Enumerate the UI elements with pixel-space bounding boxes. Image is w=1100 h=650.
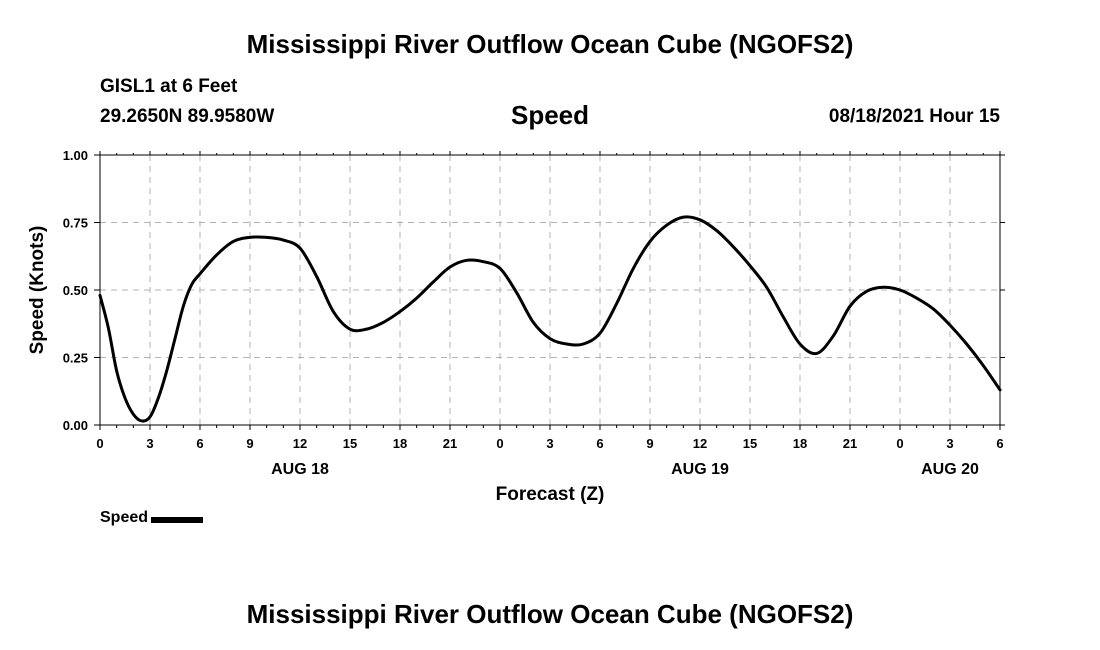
x-tick-label: 15 xyxy=(343,436,357,451)
x-tick-label: 12 xyxy=(693,436,707,451)
x-tick-label: 12 xyxy=(293,436,307,451)
x-tick-label: 9 xyxy=(246,436,253,451)
forecast-datetime: 08/18/2021 Hour 15 xyxy=(828,106,1000,127)
x-date-label: AUG 19 xyxy=(671,461,729,478)
x-tick-label: 9 xyxy=(646,436,653,451)
y-tick-label: 1.00 xyxy=(63,148,88,163)
station-coordinates: 29.2650N 89.9580W xyxy=(100,106,275,127)
station-label: GISL1 at 6 Feet xyxy=(100,76,238,97)
x-tick-label: 6 xyxy=(996,436,1003,451)
x-tick-label: 6 xyxy=(196,436,203,451)
x-tick-label: 0 xyxy=(96,436,103,451)
footer-title: Mississippi River Outflow Ocean Cube (NG… xyxy=(246,599,854,629)
x-tick-label: 3 xyxy=(546,436,553,451)
y-tick-label: 0.25 xyxy=(63,351,88,366)
x-tick-label: 21 xyxy=(443,436,457,451)
x-date-label: AUG 20 xyxy=(921,461,979,478)
y-tick-label: 0.00 xyxy=(63,418,88,433)
x-tick-label: 6 xyxy=(596,436,603,451)
legend-swatch xyxy=(151,517,204,523)
variable-title: Speed xyxy=(510,100,590,130)
y-tick-label: 0.50 xyxy=(63,283,88,298)
series-line-speed xyxy=(98,215,1002,423)
x-tick-label: 15 xyxy=(743,436,757,451)
x-date-label: AUG 18 xyxy=(271,461,329,478)
legend-label: Speed xyxy=(100,509,149,526)
x-tick-label: 0 xyxy=(496,436,503,451)
y-tick-label: 0.75 xyxy=(63,216,88,231)
x-tick-label: 18 xyxy=(393,436,407,451)
x-tick-label: 21 xyxy=(843,436,857,451)
x-tick-label: 3 xyxy=(946,436,953,451)
chart-title: Mississippi River Outflow Ocean Cube (NG… xyxy=(246,29,854,59)
x-tick-label: 18 xyxy=(793,436,807,451)
x-tick-label: 3 xyxy=(146,436,153,451)
x-axis-title: Forecast (Z) xyxy=(496,484,605,505)
legend: Speed xyxy=(100,509,204,527)
x-tick-label: 0 xyxy=(896,436,903,451)
y-axis-title: Speed (Knots) xyxy=(27,226,48,355)
